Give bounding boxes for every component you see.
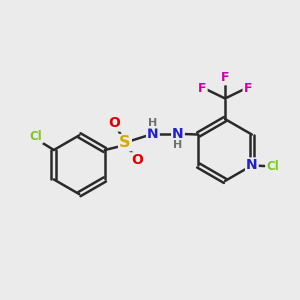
Text: Cl: Cl [266,160,279,173]
Text: Cl: Cl [30,130,43,143]
Text: F: F [198,82,207,95]
Text: H: H [173,140,183,150]
Text: N: N [246,158,258,172]
Text: N: N [172,127,184,141]
Text: F: F [221,71,229,84]
Text: S: S [119,135,131,150]
Text: O: O [109,116,121,130]
Text: F: F [244,82,252,95]
Text: O: O [131,153,143,167]
Text: N: N [147,127,159,141]
Text: H: H [148,118,158,128]
